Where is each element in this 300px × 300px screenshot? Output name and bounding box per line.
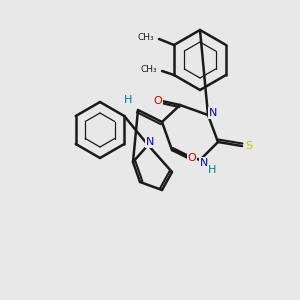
Text: CH₃: CH₃ — [140, 64, 157, 74]
Text: H: H — [208, 165, 216, 175]
Text: O: O — [154, 96, 162, 106]
Text: N: N — [200, 158, 208, 168]
Text: H: H — [124, 95, 132, 105]
Text: CH₃: CH₃ — [137, 32, 154, 41]
Text: N: N — [146, 137, 154, 147]
Text: N: N — [209, 108, 217, 118]
Text: S: S — [245, 141, 253, 151]
Text: O: O — [188, 153, 196, 163]
